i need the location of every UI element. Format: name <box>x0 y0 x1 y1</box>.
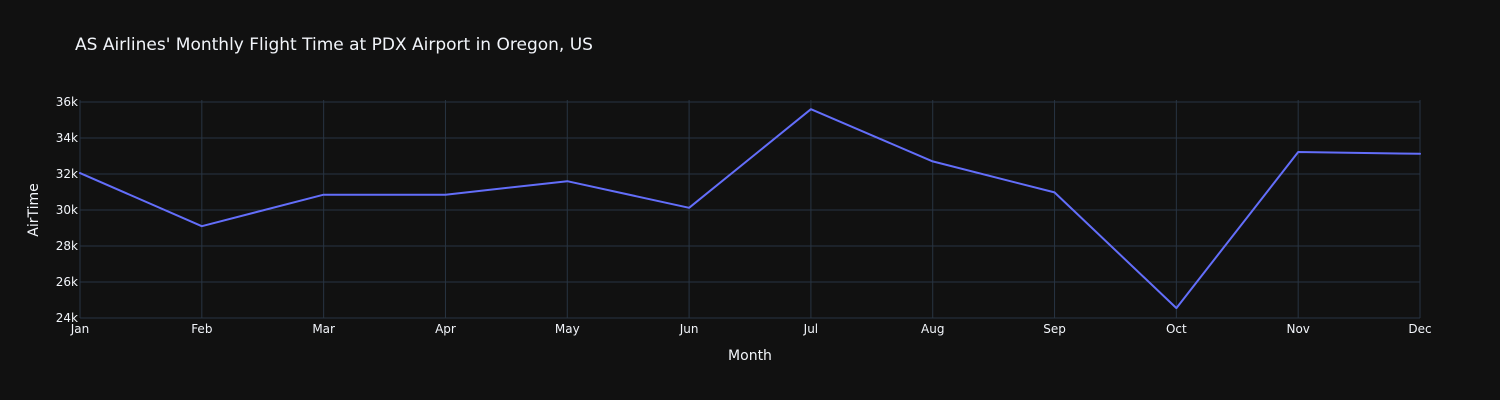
x-tick-label: Dec <box>1408 322 1431 336</box>
x-tick-label: Nov <box>1286 322 1309 336</box>
x-tick-label: Feb <box>191 322 212 336</box>
y-axis-title: AirTime <box>26 183 42 236</box>
x-tick-label: Mar <box>312 322 335 336</box>
chart-title: AS Airlines' Monthly Flight Time at PDX … <box>75 35 593 55</box>
x-tick-label: Jul <box>803 322 818 336</box>
plot-area <box>79 108 1421 310</box>
gridlines <box>79 100 1421 319</box>
x-tick-label: Jan <box>70 322 90 336</box>
y-tick-label: 28k <box>56 239 78 253</box>
x-axis-ticks: Jan Feb Mar Apr May Jun Jul Aug Sep Oct Nov Dec <box>70 322 1432 336</box>
series-line <box>79 108 1421 310</box>
x-tick-label: May <box>555 322 580 336</box>
y-tick-label: 32k <box>56 167 78 181</box>
y-tick-label: 30k <box>56 203 78 217</box>
y-tick-label: 34k <box>56 131 78 145</box>
x-tick-label: Oct <box>1166 322 1187 336</box>
y-tick-label: 26k <box>56 275 78 289</box>
y-tick-label: 24k <box>56 311 78 325</box>
x-tick-label: Jun <box>679 322 699 336</box>
x-tick-label: Aug <box>921 322 944 336</box>
x-tick-label: Sep <box>1043 322 1066 336</box>
x-axis-title: Month <box>728 348 772 364</box>
y-axis-ticks: 24k 26k 28k 30k 32k 34k 36k <box>56 95 78 325</box>
y-tick-label: 36k <box>56 95 78 109</box>
x-tick-label: Apr <box>435 322 456 336</box>
